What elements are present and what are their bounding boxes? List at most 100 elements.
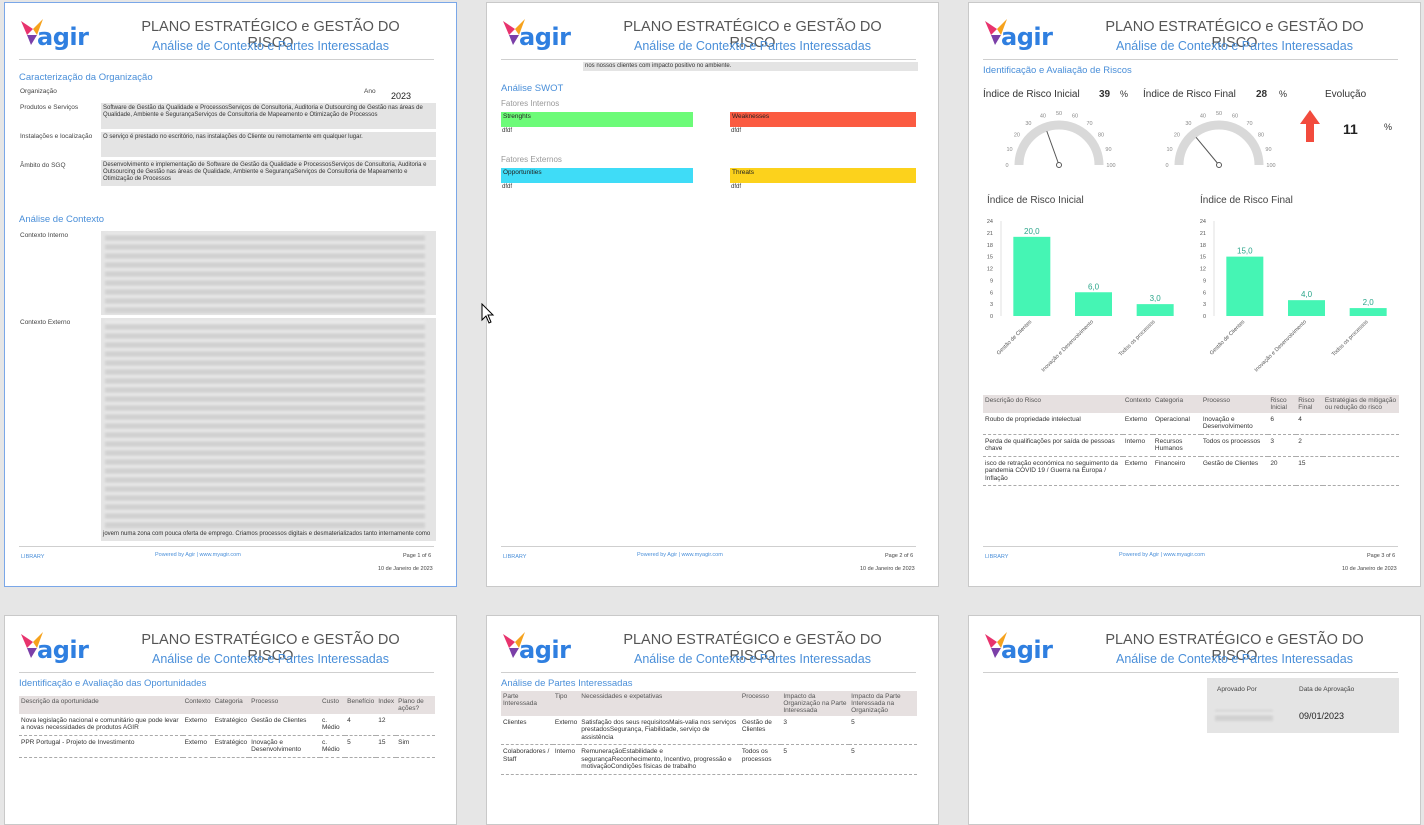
table-cell: c. Médio <box>319 735 346 758</box>
external-factors-label: Fatores Externos <box>501 155 562 164</box>
page-title: PLANO ESTRATÉGICO e GESTÃO DO RISCO <box>1105 632 1364 664</box>
table-row[interactable]: Colaboradores / Staff Interno RemuneraçãoE… <box>501 744 917 775</box>
gauge-tick-label: 10 <box>1006 147 1012 153</box>
table-cell: 15 <box>376 735 397 758</box>
page-thumbnail-4[interactable]: agir PLANO ESTRATÉGICO e GESTÃO DO RISCO… <box>4 615 457 825</box>
table-cell: 4 <box>345 714 377 736</box>
gauge-tick-label: 80 <box>1258 132 1264 138</box>
table-row[interactable]: Roubo de propriedade intelectual Externo O… <box>983 413 1399 435</box>
section-title: Análise de Contexto <box>19 214 105 225</box>
table-header-cell: Risco Final <box>1296 395 1323 413</box>
facilities-label: Instalações e localização <box>20 133 93 140</box>
table-cell: Roubo de propriedade intelectual <box>983 413 1123 435</box>
y-tick-label: 21 <box>987 231 993 237</box>
mouse-cursor-icon <box>481 303 495 324</box>
table-header-cell: Descrição do Risco <box>983 395 1123 413</box>
table-row[interactable]: PPR Portugal - Projeto de Investimento Ex… <box>19 735 435 758</box>
strengths-value: dfdf <box>502 128 513 134</box>
section-title: Identificação e Avaliação das Oportunida… <box>19 678 207 689</box>
page-subtitle: Análise de Contexto e Partes Interessada… <box>152 39 389 53</box>
footer-powered: Powered by Agir | www.myagir.com <box>155 552 241 558</box>
table-cell: Clientes <box>501 716 553 746</box>
gauge-tick-label: 0 <box>1165 163 1168 169</box>
table-cell: Sim <box>396 735 435 758</box>
section-title: Caracterização da Organização <box>19 72 153 83</box>
table-cell: RemuneraçãoEstabilidade e segurançaRecon… <box>579 744 740 775</box>
table-cell: Inovação e Desenvolvimento <box>249 735 320 758</box>
table-header-cell: Impacto da Parte Interessada na Organiza… <box>849 691 917 716</box>
bar-value-label: 6,0 <box>1088 282 1100 291</box>
gauge-tick-label: 90 <box>1105 147 1111 153</box>
page-subtitle: Análise de Contexto e Partes Interessada… <box>634 39 871 53</box>
table-cell: c. Médio <box>319 714 346 736</box>
table-row[interactable]: Clientes Externo Satisfação dos seus requi… <box>501 716 917 746</box>
y-tick-label: 9 <box>990 278 993 284</box>
footer-powered: Powered by Agir | www.myagir.com <box>1119 552 1205 558</box>
approved-by-label: Aprovado Por <box>1217 686 1257 693</box>
y-tick-label: 24 <box>1200 219 1206 225</box>
footer-date: 10 de Janeiro de 2023 <box>860 566 915 572</box>
y-tick-label: 0 <box>990 314 993 320</box>
page-thumbnail-6[interactable]: agir PLANO ESTRATÉGICO e GESTÃO DO RISCO… <box>968 615 1421 825</box>
page-thumbnail-2[interactable]: agir PLANO ESTRATÉGICO e GESTÃO DO RISCO… <box>486 2 939 587</box>
table-header-cell: Index <box>376 696 397 714</box>
products-value: Software de Gestão da Qualidade e Proces… <box>103 105 423 119</box>
page-subtitle: Análise de Contexto e Partes Interessada… <box>152 652 389 666</box>
y-tick-label: 12 <box>1200 267 1206 273</box>
gauge-hub <box>1056 162 1062 168</box>
table-header-cell: Custo <box>319 696 346 714</box>
gauge-tick-label: 30 <box>1185 121 1191 127</box>
gauge-tick-label: 40 <box>1200 114 1206 120</box>
footer-date: 10 de Janeiro de 2023 <box>378 566 433 572</box>
table-header-cell: Categoria <box>212 696 250 714</box>
gauge-tick-label: 70 <box>1087 121 1093 127</box>
table-row[interactable]: Perda de qualificações por saída de pess… <box>983 434 1399 457</box>
agir-logo: agir <box>501 630 571 666</box>
table-row[interactable]: isco de retração económica no seguimento… <box>983 456 1399 487</box>
final-risk-gauge: 0 10 20 30 40 50 60 70 80 90 100 <box>1165 111 1275 169</box>
table-header-cell: Necessidades e expetativas <box>579 691 740 716</box>
bar-value-label: 4,0 <box>1301 290 1313 299</box>
table-cell: Todos os processos <box>739 744 782 775</box>
y-tick-label: 15 <box>1200 255 1206 261</box>
y-tick-label: 6 <box>990 290 993 296</box>
gauge-tick-label: 60 <box>1072 114 1078 120</box>
bar-value-label: 2,0 <box>1363 298 1375 307</box>
table-header-cell: Risco Inicial <box>1268 395 1297 413</box>
table-header-cell: Descrição da oportunidade <box>19 696 183 714</box>
bar <box>1349 308 1387 316</box>
bar-value-label: 20,0 <box>1024 227 1040 236</box>
initial-risk-bar-chart: Índice de Risco Inicial 0 3 6 9 12 15 18 21 24 20,… <box>987 193 1174 373</box>
x-tick-label: Inovação e Desenvolvimento <box>1041 319 1095 373</box>
gauge-needle <box>1195 136 1220 166</box>
initial-risk-label: Índice de Risco Inicial <box>983 89 1080 100</box>
page-title: PLANO ESTRATÉGICO e GESTÃO DO RISCO <box>623 19 882 51</box>
page-thumbnail-1[interactable]: agir PLANO ESTRATÉGICO e GESTÃO DO RISCO… <box>4 2 457 587</box>
gauge-arc <box>1014 120 1104 166</box>
page-subtitle: Análise de Contexto e Partes Interessada… <box>1116 652 1353 666</box>
section-title: Identificação e Avaliação de Riscos <box>983 65 1132 76</box>
y-tick-label: 0 <box>1203 314 1206 320</box>
x-tick-label: Gestão de Clientes <box>996 319 1033 356</box>
table-cell: Gestão de Clientes <box>249 714 320 736</box>
page-thumbnail-3[interactable]: agir PLANO ESTRATÉGICO e GESTÃO DO RISCO… <box>968 2 1421 587</box>
table-cell: Externo <box>182 735 213 758</box>
table-row[interactable]: Nova legislação nacional e comunitário q… <box>19 714 435 736</box>
table-cell: 4 <box>1296 413 1323 435</box>
opportunities-value: dfdf <box>502 184 513 190</box>
table-cell: Externo <box>1122 456 1153 487</box>
evolution-label: Evolução <box>1325 89 1367 100</box>
table-cell: PPR Portugal - Projeto de Investimento <box>19 735 183 758</box>
table-header-cell: Processo <box>739 691 782 716</box>
page-thumbnail-5[interactable]: agir PLANO ESTRATÉGICO e GESTÃO DO RISCO… <box>486 615 939 825</box>
table-cell <box>396 714 435 736</box>
blurred-text <box>105 233 425 313</box>
scope-label: Âmbito do SGQ <box>20 162 66 169</box>
table-cell: Satisfação dos seus requisitosMais-valia… <box>579 716 740 746</box>
y-tick-label: 6 <box>1203 290 1206 296</box>
bar <box>1075 292 1112 316</box>
gauge-tick-label: 20 <box>1014 132 1020 138</box>
table-cell <box>1322 434 1399 457</box>
x-tick-label: Todos os processos <box>1331 319 1370 358</box>
table-header-cell: Impacto da Organização na Parte Interess… <box>781 691 850 716</box>
